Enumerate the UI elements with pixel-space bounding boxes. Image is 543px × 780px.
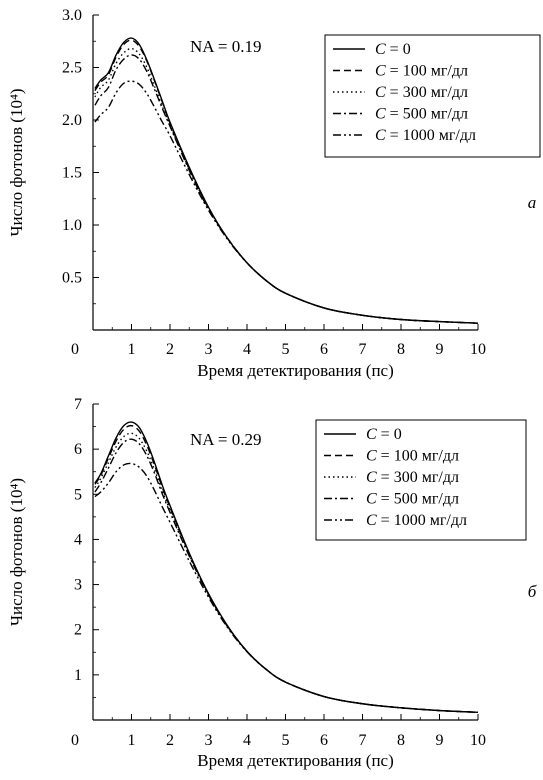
x-tick-label: 5 xyxy=(282,341,290,358)
y-axis-title: Число фотонов (10⁴) xyxy=(7,478,26,626)
y-tick-label: 7 xyxy=(74,396,82,413)
x-tick-label: 6 xyxy=(320,732,328,749)
legend-label-4: C = 500 мг/дл xyxy=(375,106,468,123)
y-tick-label: 5 xyxy=(74,486,82,503)
y-tick-label: 6 xyxy=(74,441,82,458)
y-tick-label: 1.0 xyxy=(62,217,82,234)
chart-panel-2: 0 1 2 3 4 5 6 7 8 9 10 1 2 3 4 5 6 7 Время детектирования … xyxy=(7,396,537,770)
legend-label-3: C = 300 мг/дл xyxy=(366,469,459,486)
x-tick-label: 2 xyxy=(166,732,174,749)
x-axis-title: Время детектирования (пс) xyxy=(197,751,394,770)
y-tick-label: 4 xyxy=(74,531,82,548)
legend-label-5: C = 1000 мг/дл xyxy=(375,127,476,144)
y-tick-label: 0.5 xyxy=(62,270,82,287)
legend-label-4: C = 500 мг/дл xyxy=(366,491,459,508)
legend-label-3: C = 300 мг/дл xyxy=(375,84,468,101)
series-line-3 xyxy=(94,47,479,324)
numerical-aperture-label: NA = 0.19 xyxy=(190,37,261,56)
legend-box xyxy=(324,34,541,158)
x-tick-label: 4 xyxy=(243,341,251,358)
x-tick-label: 3 xyxy=(205,341,213,358)
series-line-4 xyxy=(94,54,479,324)
x-tick-label: 2 xyxy=(166,341,174,358)
legend-label-1: C = 0 xyxy=(366,426,402,443)
x-tick-label: 7 xyxy=(359,732,367,749)
y-tick-label: 1 xyxy=(74,667,82,684)
series-line-5 xyxy=(94,462,479,714)
legend-label-2: C = 100 мг/дл xyxy=(375,63,468,80)
x-tick-label: 4 xyxy=(243,732,251,749)
y-tick-label: 1.5 xyxy=(62,165,82,182)
series-line-2 xyxy=(94,39,479,324)
chart-panel-1: 0 1 2 3 4 5 6 7 8 9 10 0.5 1.0 1.5 2.0 2.5 3.0 Время дете… xyxy=(7,7,541,380)
x-axis-title: Время детектирования (пс) xyxy=(197,361,394,380)
y-tick-label: 3.0 xyxy=(62,7,82,24)
y-tick-label: 2.5 xyxy=(62,60,82,77)
legend: C = 0 C = 100 мг/дл C = 300 мг/дл C = 500 м… xyxy=(324,34,541,158)
series-line-2 xyxy=(94,424,479,714)
x-tick-label: 0 xyxy=(71,341,79,358)
y-tick-label: 2.0 xyxy=(62,112,82,129)
legend-label-5: C = 1000 мг/дл xyxy=(366,512,467,529)
legend-label-1: C = 0 xyxy=(375,41,411,58)
y-axis-title: Число фотонов (10⁴) xyxy=(7,88,26,236)
x-tick-label: 5 xyxy=(282,732,290,749)
legend: C = 0 C = 100 мг/дл C = 300 мг/дл C = 500 м… xyxy=(315,419,527,541)
x-tick-label: 0 xyxy=(71,732,79,749)
x-tick-label: 3 xyxy=(205,732,213,749)
numerical-aperture-label: NA = 0.29 xyxy=(190,430,261,449)
panel-letter: а xyxy=(528,193,537,212)
x-tick-label: 9 xyxy=(436,732,444,749)
legend-label-2: C = 100 мг/дл xyxy=(366,448,459,465)
x-tick-label: 10 xyxy=(470,341,486,358)
x-tick-label: 6 xyxy=(320,341,328,358)
x-tick-label: 8 xyxy=(397,341,405,358)
x-tick-label: 8 xyxy=(397,732,405,749)
y-tick-label: 2 xyxy=(74,622,82,639)
series-line-5 xyxy=(94,80,479,324)
x-tick-label: 1 xyxy=(128,341,136,358)
x-tick-label: 1 xyxy=(128,732,136,749)
y-tick-label: 3 xyxy=(74,577,82,594)
x-tick-label: 10 xyxy=(470,732,486,749)
series-group xyxy=(94,37,479,324)
series-group xyxy=(94,421,479,714)
x-tick-label: 7 xyxy=(359,341,367,358)
x-tick-label: 9 xyxy=(436,341,444,358)
panel-letter: б xyxy=(528,582,537,601)
